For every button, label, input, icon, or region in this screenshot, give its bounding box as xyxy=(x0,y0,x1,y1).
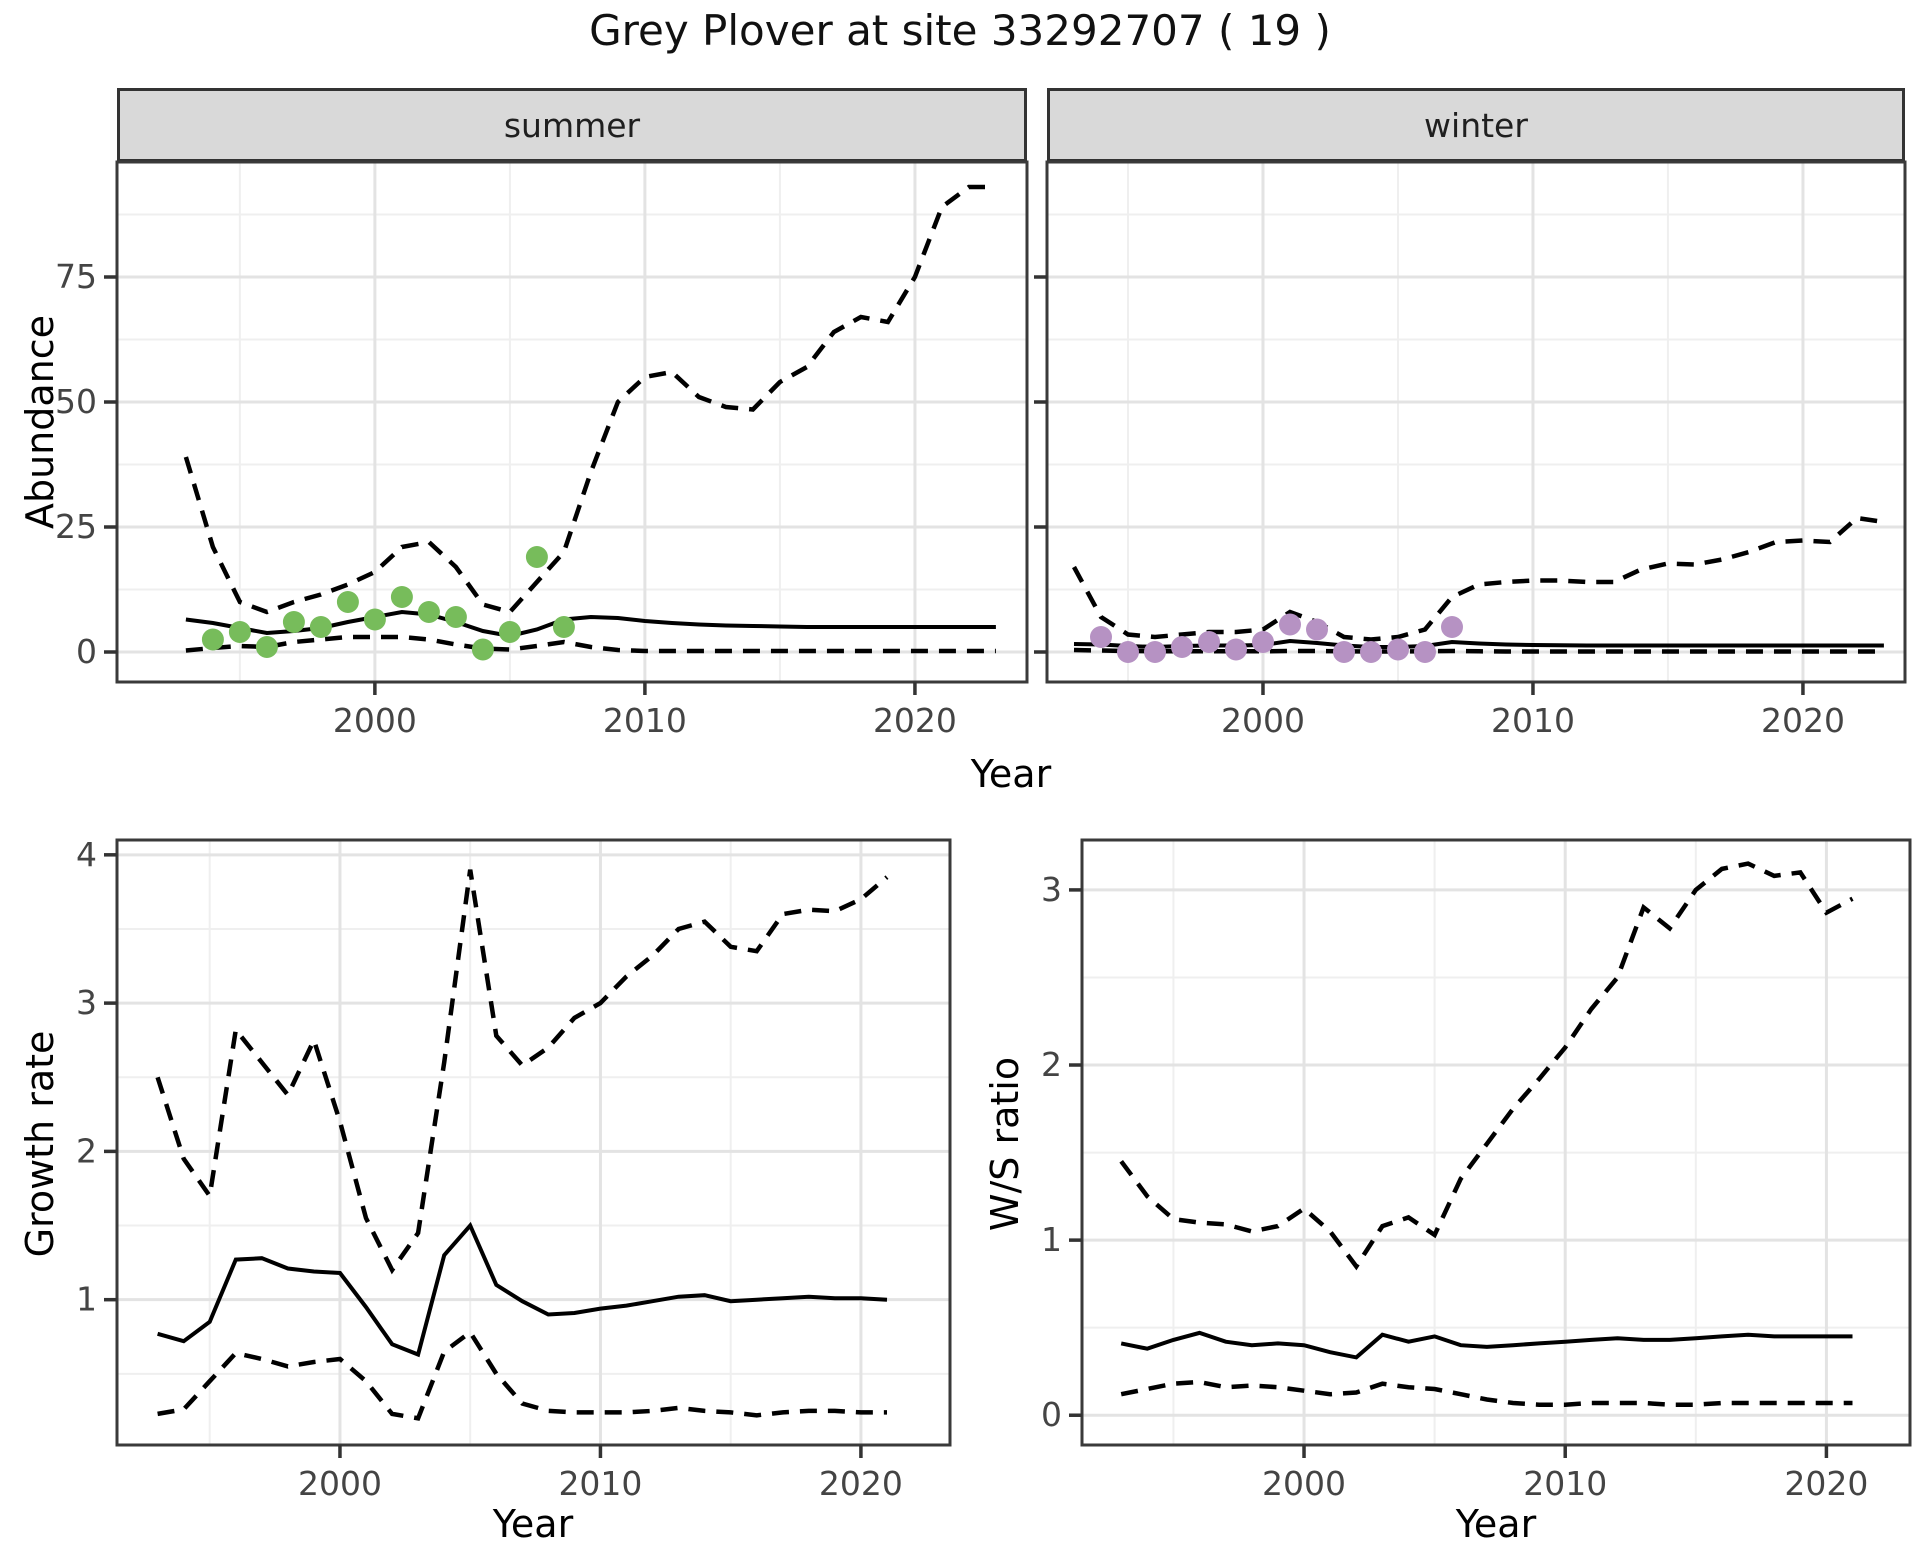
y-tick-label: 1 xyxy=(76,1280,97,1319)
series-ws-ratio-lower95 xyxy=(1120,1379,1853,1407)
y-tick-label: 0 xyxy=(76,632,97,671)
data-point-observed-winter-counts xyxy=(1090,626,1112,648)
x-tick-label: 2000 xyxy=(333,701,417,740)
y-tick-label: 2 xyxy=(76,1131,97,1170)
x-tick-label: 2000 xyxy=(1221,701,1305,740)
x-tick-label: 2010 xyxy=(603,701,687,740)
data-point-observed-summer-counts xyxy=(444,606,467,628)
x-tick-label: 2020 xyxy=(873,701,957,740)
y-tick-label: 3 xyxy=(1041,870,1062,909)
data-point-observed-summer-counts xyxy=(336,591,359,613)
series-abundance-summer-upper95 xyxy=(183,184,996,615)
data-point-observed-summer-counts xyxy=(525,546,548,568)
data-point-observed-summer-counts xyxy=(498,621,521,643)
facet-strip-summer: summer xyxy=(117,88,1027,162)
data-point-observed-winter-counts xyxy=(1387,638,1409,661)
y-tick-label: 1 xyxy=(1041,1220,1062,1259)
data-point-observed-summer-counts xyxy=(309,616,332,638)
data-point-observed-winter-counts xyxy=(1225,638,1247,661)
data-point-observed-winter-counts xyxy=(1198,631,1220,653)
data-point-observed-summer-counts xyxy=(282,611,305,633)
x-tick-label: 2020 xyxy=(1784,1464,1868,1503)
x-tick-label: 2010 xyxy=(558,1464,642,1503)
x-axis-title-year-growth: Year xyxy=(492,1502,574,1546)
y-tick-label: 75 xyxy=(55,257,97,296)
y-axis-title-growth-rate: Growth rate xyxy=(18,1030,62,1258)
data-point-observed-summer-counts xyxy=(363,608,386,631)
facet-strip-winter-label: winter xyxy=(1424,105,1528,145)
data-point-observed-winter-counts xyxy=(1441,616,1463,638)
data-point-observed-winter-counts xyxy=(1279,613,1301,636)
series-growth-rate-median xyxy=(157,1221,888,1358)
panel-ws-ratio xyxy=(1082,840,1910,1445)
x-tick-label: 2020 xyxy=(819,1464,903,1503)
y-tick-label: 4 xyxy=(76,835,97,874)
y-axis-title-abundance: Abundance xyxy=(18,314,62,530)
series-abundance-summer-lower95 xyxy=(185,634,996,654)
data-point-observed-summer-counts xyxy=(390,586,413,608)
page-title: Grey Plover at site 33292707 ( 19 ) xyxy=(589,6,1331,55)
panel-border xyxy=(115,160,1029,684)
series-abundance-winter-lower95 xyxy=(1073,647,1884,654)
panel-border xyxy=(115,838,952,1447)
series-growth-rate-lower95 xyxy=(157,1329,887,1421)
data-point-observed-summer-counts xyxy=(255,636,278,658)
data-point-observed-winter-counts xyxy=(1414,641,1436,663)
data-point-observed-winter-counts xyxy=(1360,641,1382,663)
series-ws-ratio-upper95 xyxy=(1119,861,1854,1271)
y-tick-label: 3 xyxy=(76,983,97,1022)
x-tick-label: 2010 xyxy=(1491,701,1575,740)
x-tick-label: 2020 xyxy=(1761,701,1845,740)
data-point-observed-winter-counts xyxy=(1252,631,1274,653)
panel-growth-rate xyxy=(117,840,950,1445)
panel-abundance-winter xyxy=(1047,162,1905,682)
y-axis-title-ws-ratio: W/S ratio xyxy=(983,1056,1027,1232)
data-point-observed-summer-counts xyxy=(471,638,494,661)
x-axis-title-year-ws: Year xyxy=(1455,1502,1537,1546)
data-point-observed-summer-counts xyxy=(417,601,440,623)
data-point-observed-summer-counts xyxy=(201,628,224,651)
data-point-observed-summer-counts xyxy=(228,621,251,643)
data-point-observed-winter-counts xyxy=(1144,641,1166,663)
facet-strip-summer-label: summer xyxy=(503,105,641,145)
x-tick-label: 2010 xyxy=(1523,1464,1607,1503)
facet-strip-winter: winter xyxy=(1047,88,1905,162)
data-point-observed-summer-counts xyxy=(552,616,575,638)
panel-border xyxy=(1080,838,1912,1447)
x-tick-label: 2000 xyxy=(1262,1464,1346,1503)
x-tick-label: 2000 xyxy=(298,1464,382,1503)
x-axis-title-year-top: Year xyxy=(970,752,1052,796)
y-tick-label: 25 xyxy=(55,507,97,546)
data-point-observed-winter-counts xyxy=(1333,641,1355,663)
panel-abundance-summer xyxy=(117,162,1027,682)
data-point-observed-winter-counts xyxy=(1306,618,1328,641)
series-ws-ratio-median xyxy=(1120,1330,1853,1360)
data-point-observed-winter-counts xyxy=(1171,636,1193,658)
panel-border xyxy=(1045,160,1907,684)
y-tick-label: 50 xyxy=(55,382,97,421)
y-tick-label: 0 xyxy=(1041,1395,1062,1434)
y-tick-label: 2 xyxy=(1041,1045,1062,1084)
data-point-observed-winter-counts xyxy=(1117,641,1139,663)
series-growth-rate-upper95 xyxy=(155,869,889,1275)
